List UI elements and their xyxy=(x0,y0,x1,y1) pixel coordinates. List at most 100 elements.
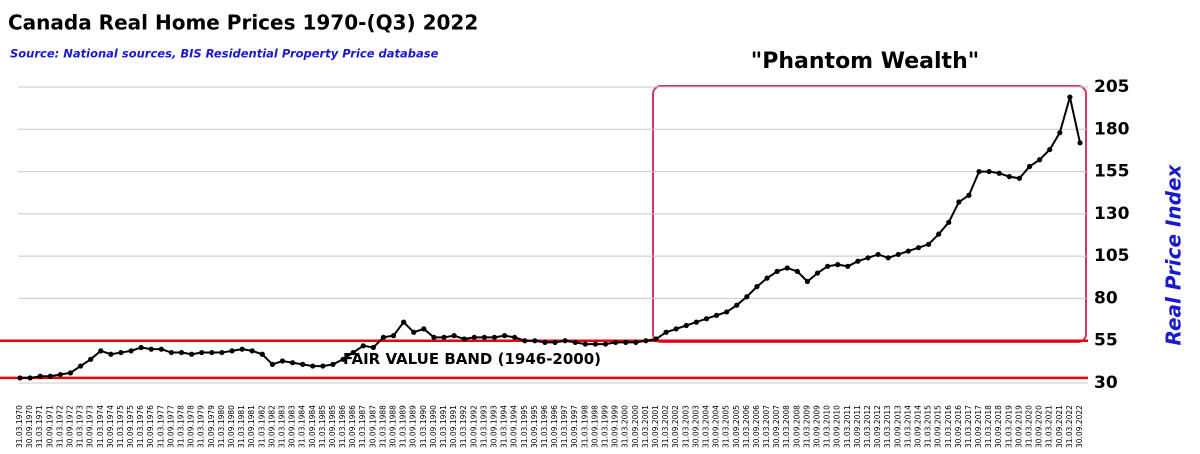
x-tick-label: 31.03.1989 xyxy=(399,405,408,448)
x-tick-label: 30.09.2006 xyxy=(752,405,761,448)
data-point xyxy=(98,348,104,354)
data-point xyxy=(310,363,316,369)
data-point xyxy=(885,255,891,261)
data-point xyxy=(1037,157,1043,163)
data-point xyxy=(754,283,760,290)
data-point xyxy=(512,334,518,340)
data-point xyxy=(562,338,568,344)
data-point xyxy=(390,333,397,339)
x-tick-label: 30.09.1978 xyxy=(187,405,196,448)
x-tick-label: 31.03.2012 xyxy=(863,405,872,448)
data-point xyxy=(401,319,407,325)
x-tick-label: 31.03.1997 xyxy=(560,405,569,448)
data-point xyxy=(320,363,326,369)
data-point xyxy=(532,338,538,344)
data-point xyxy=(451,333,457,339)
x-tick-label: 30.09.1974 xyxy=(106,405,115,448)
x-tick-label: 31.03.1977 xyxy=(156,405,165,448)
x-tick-label: 30.09.2016 xyxy=(954,405,963,448)
x-tick-label: 30.09.2001 xyxy=(651,405,660,448)
x-tick-label: 31.03.1986 xyxy=(338,405,347,448)
x-tick-label: 31.03.1971 xyxy=(35,405,44,448)
data-point xyxy=(501,333,508,339)
data-point xyxy=(178,349,185,356)
data-point xyxy=(57,371,63,378)
x-tick-label: 31.03.1979 xyxy=(197,405,206,448)
x-tick-label: 30.09.1979 xyxy=(207,405,216,448)
data-point xyxy=(330,361,336,367)
x-tick-label: 30.09.2007 xyxy=(772,405,781,448)
data-point xyxy=(1067,94,1073,100)
x-tick-label: 31.03.2001 xyxy=(641,405,650,448)
x-tick-label: 31.03.2000 xyxy=(621,405,630,448)
y-tick-label: 180 xyxy=(1094,119,1130,139)
x-tick-label: 30.09.1970 xyxy=(25,405,34,448)
data-point xyxy=(744,294,750,300)
data-point xyxy=(713,312,720,318)
x-tick-label: 30.09.1985 xyxy=(328,405,337,448)
x-tick-label: 30.09.2010 xyxy=(833,405,842,448)
data-point xyxy=(37,373,43,379)
data-point xyxy=(47,373,53,379)
data-point xyxy=(673,326,679,332)
data-point xyxy=(542,339,548,346)
x-tick-label: 30.09.1983 xyxy=(288,405,297,448)
x-tick-label: 30.09.1980 xyxy=(227,405,236,448)
x-tick-label: 31.03.2013 xyxy=(883,405,892,448)
x-tick-label: 30.09.1994 xyxy=(510,405,519,448)
data-point xyxy=(158,346,164,352)
x-tick-label: 30.09.1982 xyxy=(267,405,276,448)
x-tick-label: 30.09.1997 xyxy=(570,405,579,448)
data-point xyxy=(67,370,74,376)
data-point xyxy=(148,346,154,352)
x-tick-label: 31.03.2021 xyxy=(1045,405,1054,448)
y-tick-label: 105 xyxy=(1094,246,1130,266)
data-point xyxy=(128,348,134,354)
data-point xyxy=(592,341,599,347)
x-tick-label: 31.03.1970 xyxy=(15,405,24,448)
data-point xyxy=(421,326,427,332)
x-tick-label: 31.03.1982 xyxy=(257,405,266,448)
data-point xyxy=(249,348,255,354)
data-point xyxy=(724,309,730,315)
x-tick-label: 31.03.1985 xyxy=(318,405,327,448)
x-tick-label: 30.09.1972 xyxy=(65,405,74,448)
x-tick-label: 30.09.1971 xyxy=(45,405,54,448)
data-point xyxy=(683,322,689,329)
data-point xyxy=(986,168,992,175)
data-point xyxy=(976,168,982,175)
x-tick-label: 31.03.2015 xyxy=(924,405,933,448)
data-point xyxy=(491,334,498,340)
data-point xyxy=(946,219,952,225)
data-point xyxy=(461,336,467,342)
data-point xyxy=(209,349,215,356)
x-tick-label: 30.09.1990 xyxy=(429,405,438,448)
data-point xyxy=(1077,140,1083,146)
data-point xyxy=(370,344,376,351)
x-tick-label: 30.09.2000 xyxy=(631,405,640,448)
x-tick-label: 30.09.1984 xyxy=(308,405,317,448)
y-tick-label: 205 xyxy=(1094,77,1130,97)
data-point xyxy=(774,268,780,274)
x-tick-label: 31.03.2010 xyxy=(823,405,832,448)
x-tick-label: 31.03.1983 xyxy=(277,405,286,448)
x-tick-label: 30.09.2014 xyxy=(913,405,922,448)
data-point xyxy=(784,265,790,271)
data-point xyxy=(17,375,23,381)
y-tick-label: 130 xyxy=(1094,204,1130,224)
data-point xyxy=(300,361,306,367)
x-tick-label: 31.03.2002 xyxy=(661,405,670,448)
data-point xyxy=(77,363,84,369)
x-tick-label: 31.03.1992 xyxy=(459,405,468,448)
x-tick-label: 31.03.1990 xyxy=(419,405,428,448)
x-tick-label: 30.09.2009 xyxy=(813,405,822,448)
y-tick-label: 80 xyxy=(1094,288,1118,308)
x-tick-label: 30.09.2020 xyxy=(1035,405,1044,448)
y-tick-label: 155 xyxy=(1094,162,1130,182)
data-point xyxy=(1047,146,1053,153)
x-tick-label: 30.09.1975 xyxy=(126,405,135,448)
data-point xyxy=(663,329,669,335)
data-point xyxy=(411,329,417,335)
data-point xyxy=(1057,130,1063,136)
data-point xyxy=(138,344,144,351)
